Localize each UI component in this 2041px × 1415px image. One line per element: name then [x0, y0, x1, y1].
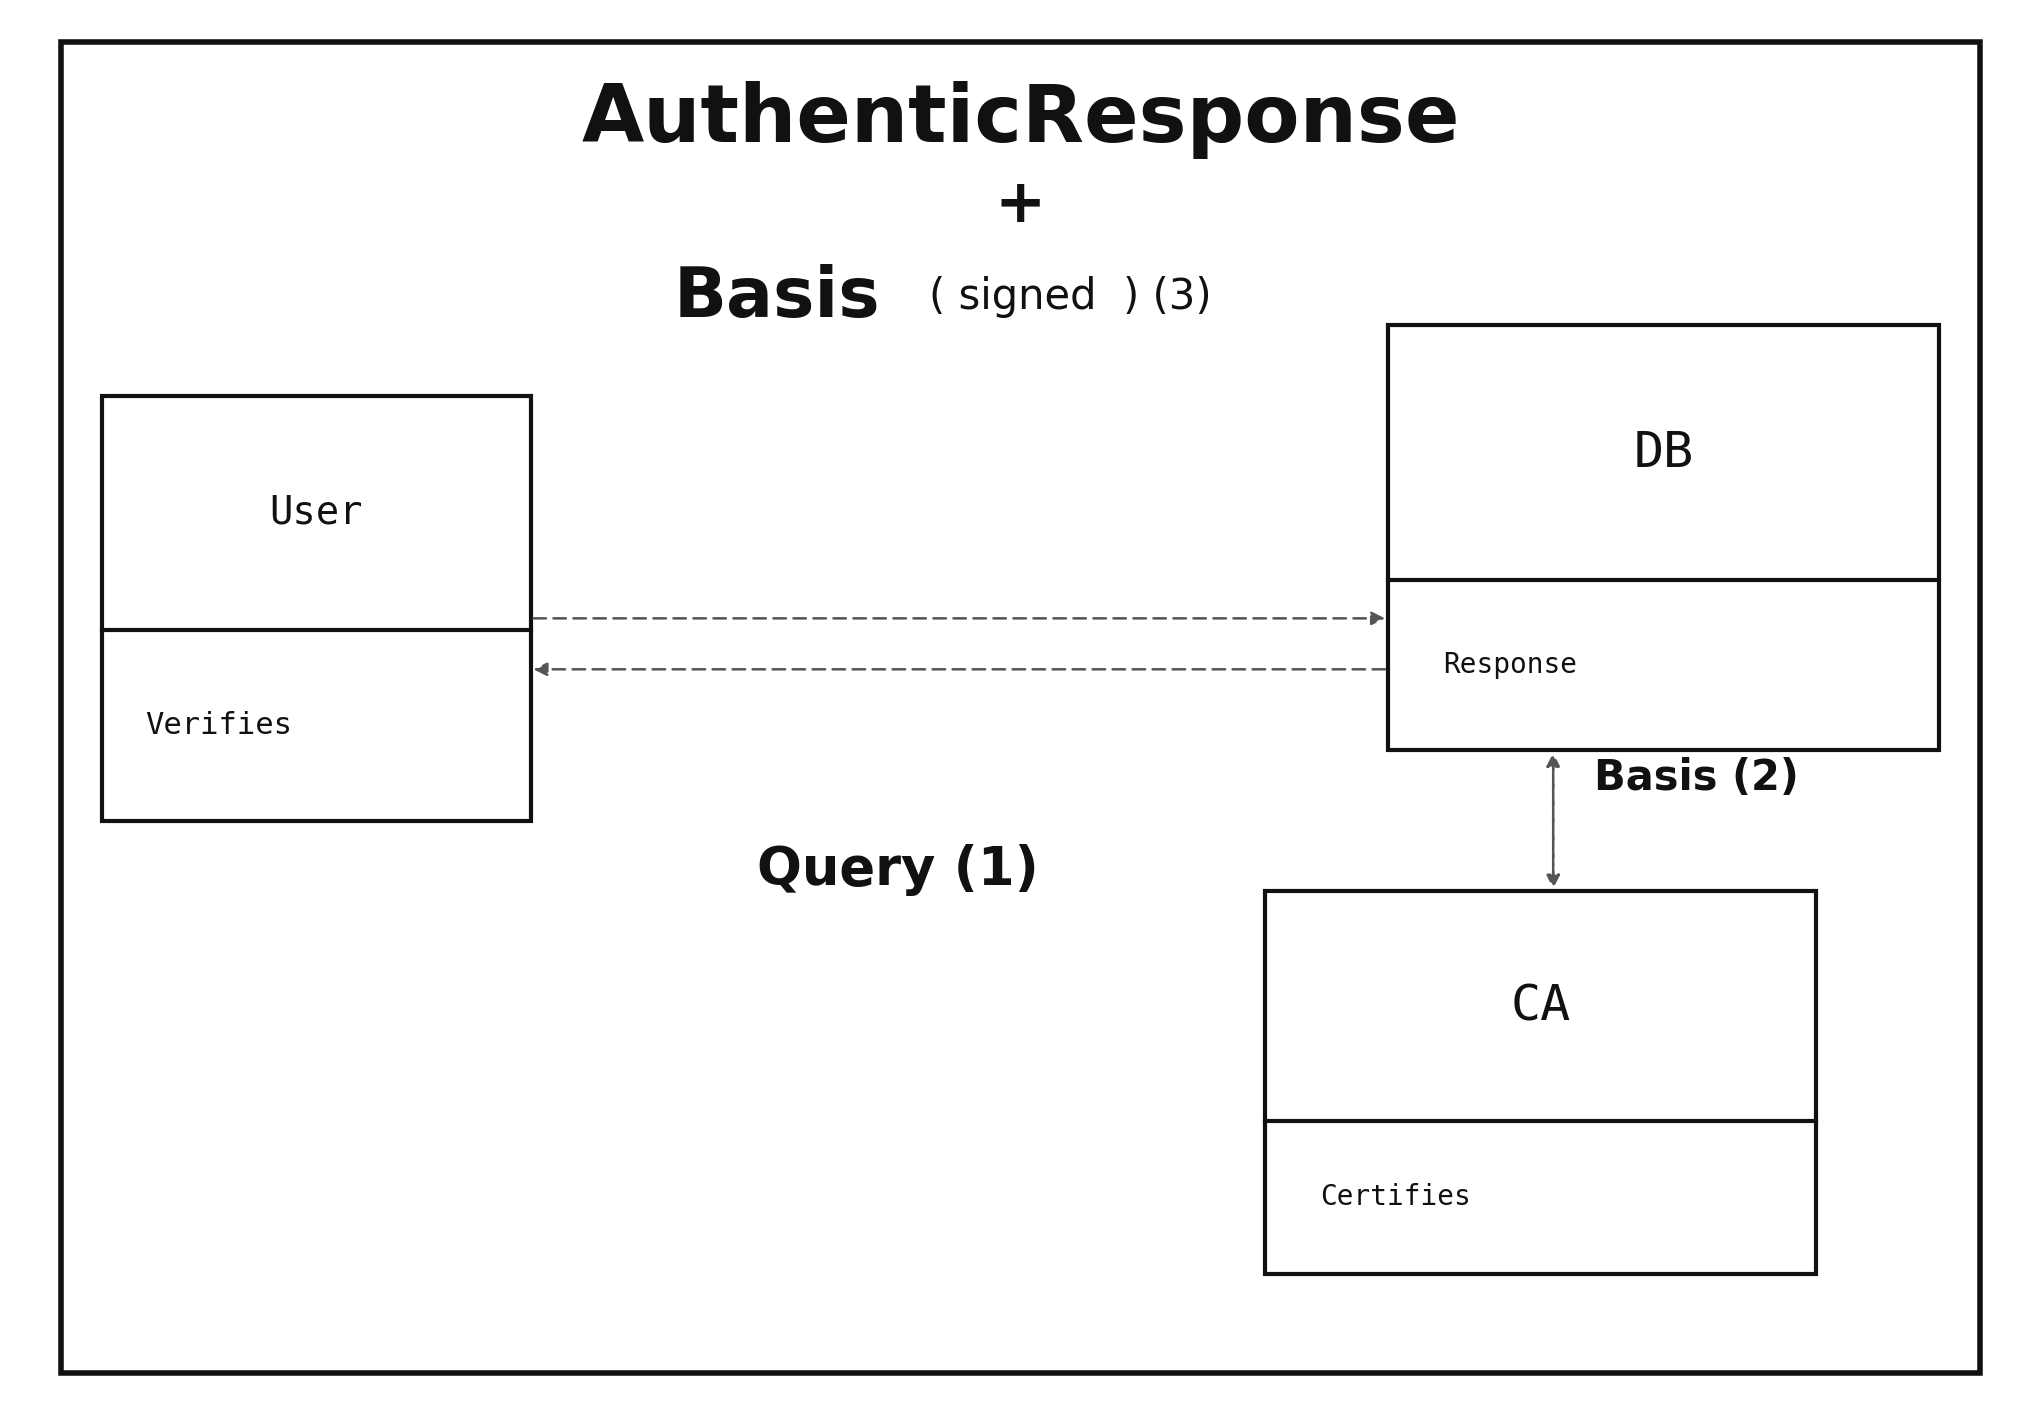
Text: Verifies: Verifies [145, 710, 292, 740]
Bar [1265, 891, 1816, 1274]
Bar [102, 396, 531, 821]
Bar [1388, 325, 1939, 750]
Text: DB: DB [1633, 429, 1694, 477]
Text: Response: Response [1443, 651, 1578, 679]
Text: +: + [994, 175, 1047, 235]
Text: CA: CA [1510, 982, 1572, 1030]
Text: ( signed  ) (3): ( signed ) (3) [929, 276, 1210, 318]
Text: Basis (2): Basis (2) [1594, 757, 1798, 799]
Text: Basis: Basis [674, 263, 880, 331]
Text: Certifies: Certifies [1321, 1183, 1472, 1211]
Text: AuthenticResponse: AuthenticResponse [582, 81, 1459, 160]
Text: User: User [269, 494, 363, 532]
Text: Query (1): Query (1) [757, 845, 1039, 896]
